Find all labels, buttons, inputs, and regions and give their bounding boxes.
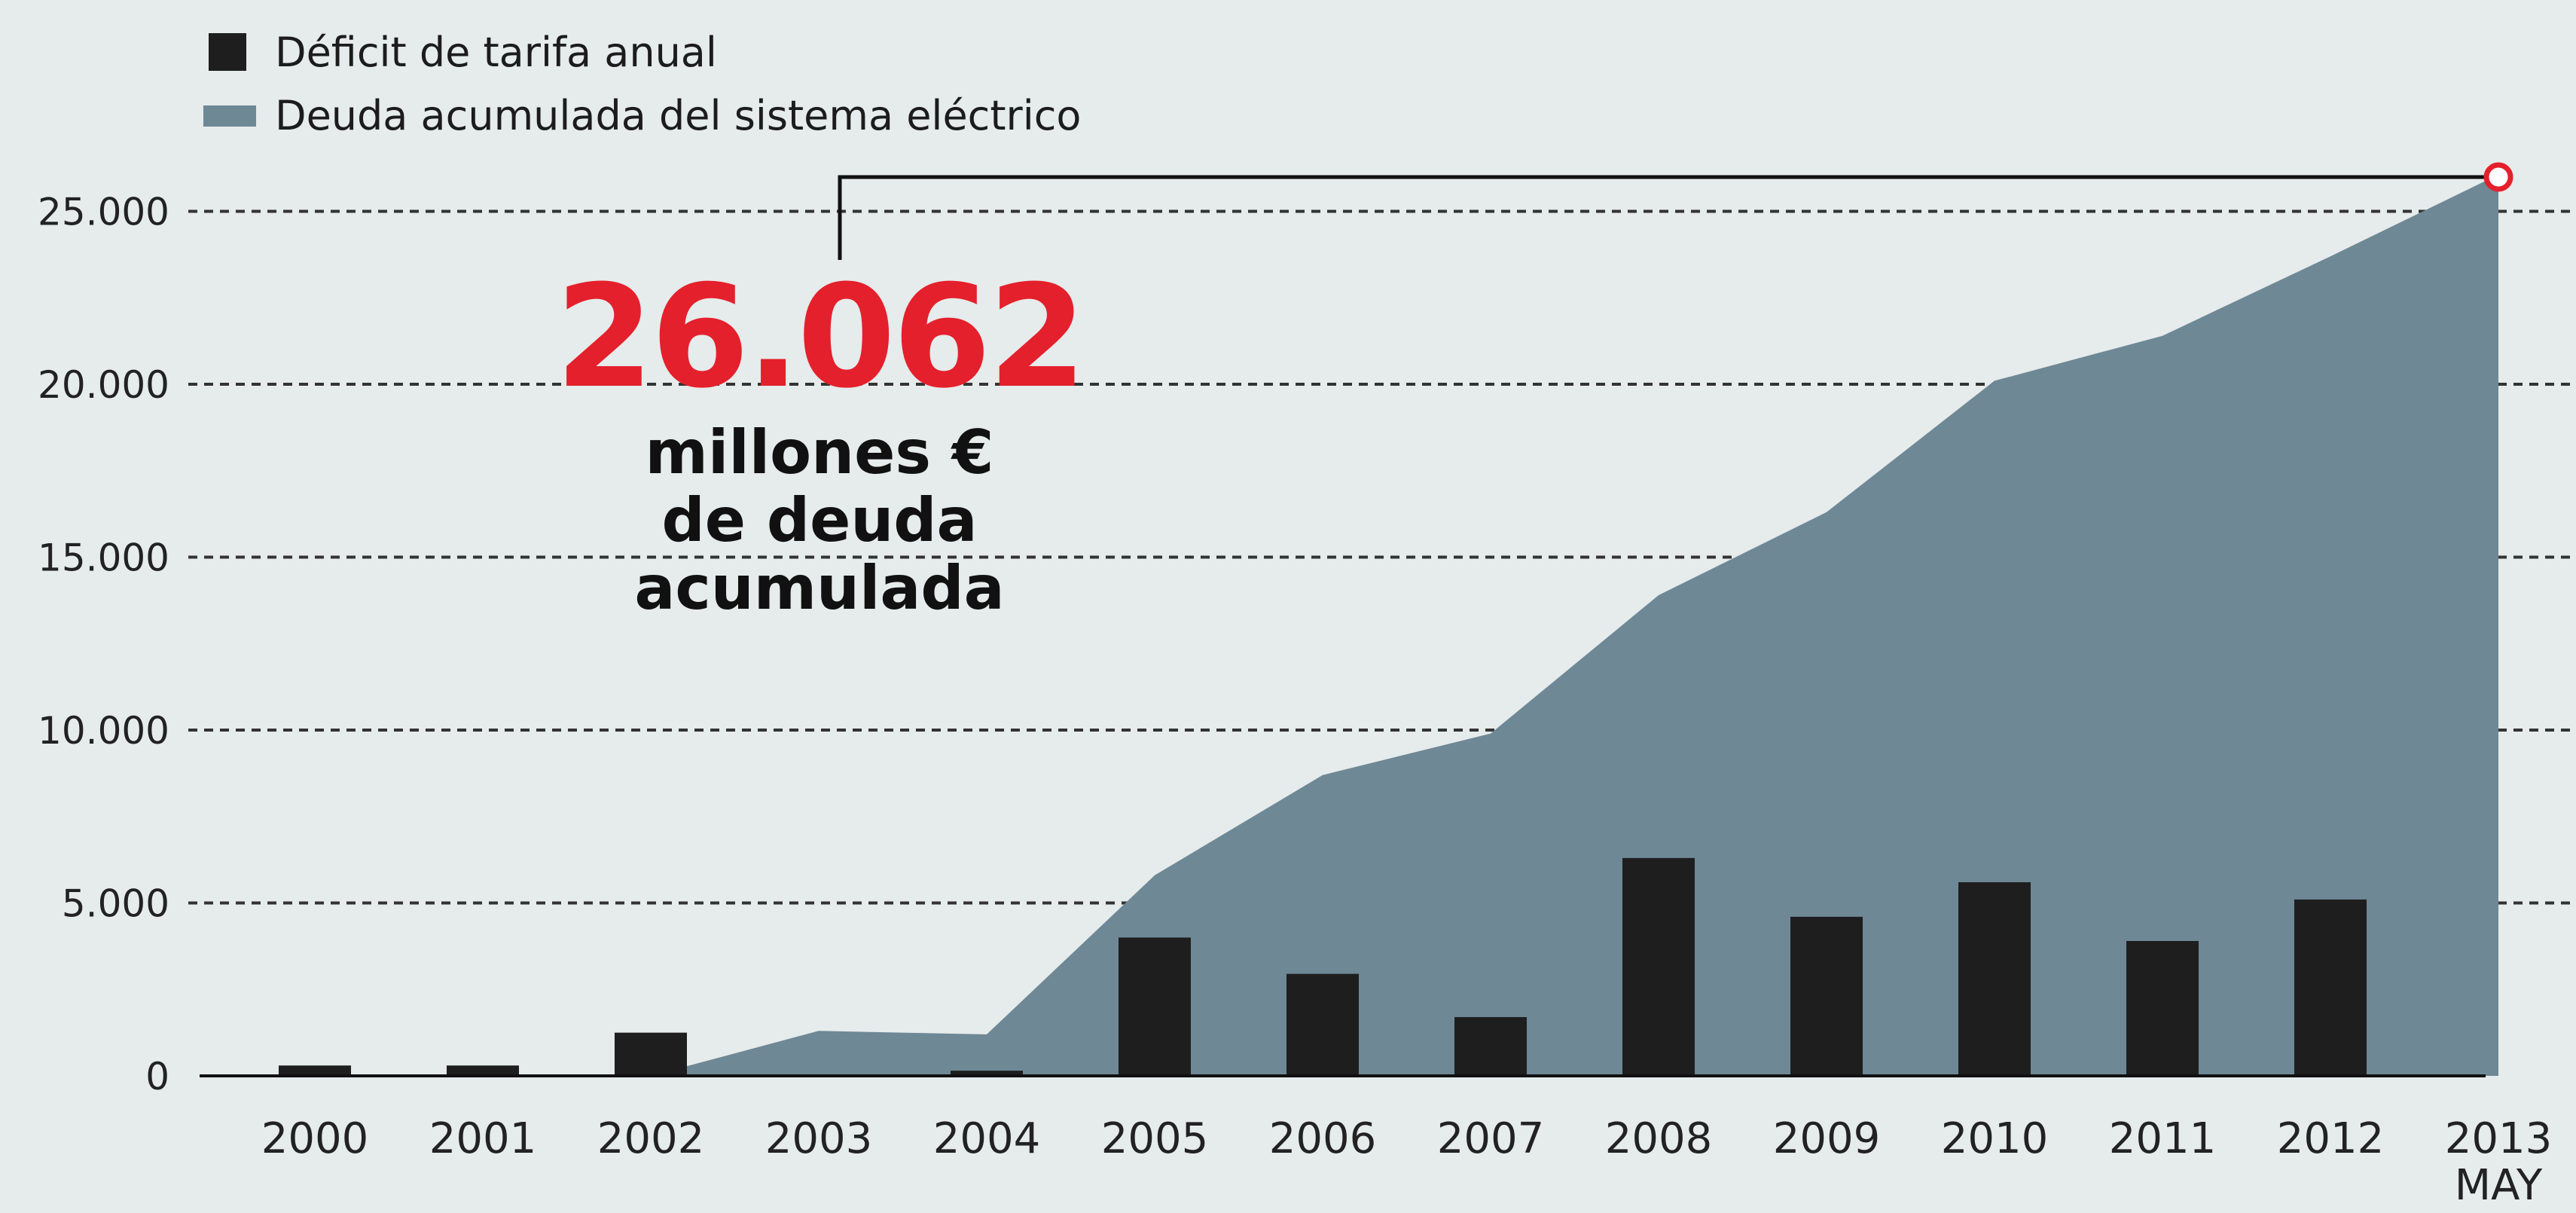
bar-deficit-2008 bbox=[1622, 857, 1695, 1076]
y-tick-label: 0 bbox=[145, 1055, 169, 1098]
area-series bbox=[651, 174, 2498, 1076]
x-tick-label: 2012 bbox=[2277, 1114, 2385, 1163]
x-tick-label: 2005 bbox=[1101, 1114, 1209, 1163]
annotation-connector bbox=[838, 175, 2485, 260]
bar-deficit-2010 bbox=[1958, 881, 2031, 1076]
area-point-2005 bbox=[1153, 874, 1156, 877]
bar-series bbox=[279, 857, 2367, 1076]
x-tick-label: 2013 bbox=[2445, 1114, 2553, 1163]
legend-label-deficit: Déficit de tarifa anual bbox=[275, 29, 717, 76]
annotation-marker bbox=[2483, 162, 2513, 192]
area-point-2007 bbox=[1489, 732, 1492, 735]
bar-deficit-2000 bbox=[279, 1065, 351, 1076]
headline-line-3: acumulada bbox=[634, 553, 1004, 623]
annotation bbox=[838, 162, 2513, 260]
area-point-2011 bbox=[2161, 335, 2164, 338]
legend: Déficit de tarifa anual Deuda acumulada … bbox=[203, 29, 1081, 139]
headline: 26.062 millones € de deuda acumulada bbox=[555, 255, 1086, 623]
headline-line-1: millones € bbox=[646, 417, 994, 487]
bar-deficit-2011 bbox=[2126, 940, 2199, 1076]
x-tick-label: 2004 bbox=[933, 1114, 1041, 1163]
y-tick-label: 15.000 bbox=[38, 536, 169, 580]
x-tick-label: 2009 bbox=[1773, 1114, 1881, 1163]
x-tick-label: 2000 bbox=[261, 1114, 369, 1163]
y-tick-label: 25.000 bbox=[38, 191, 169, 234]
area-point-2003 bbox=[817, 1029, 820, 1032]
area-point-2008 bbox=[1657, 594, 1660, 597]
area-point-2006 bbox=[1321, 774, 1324, 777]
headline-value: 26.062 bbox=[555, 255, 1083, 420]
x-tick-sublabel: MAY bbox=[2455, 1161, 2543, 1210]
x-tick-label: 2007 bbox=[1437, 1114, 1545, 1163]
x-tick-label: 2003 bbox=[765, 1114, 873, 1163]
area-point-2012 bbox=[2329, 255, 2332, 258]
y-tick-label: 5.000 bbox=[62, 882, 169, 926]
legend-swatch-debt bbox=[203, 105, 256, 127]
bar-deficit-2001 bbox=[447, 1065, 519, 1076]
legend-label-debt: Deuda acumulada del sistema eléctrico bbox=[275, 92, 1081, 139]
bar-deficit-2002 bbox=[615, 1032, 687, 1076]
area-debt-acumulada bbox=[651, 174, 2498, 1076]
x-tick-label: 2006 bbox=[1269, 1114, 1377, 1163]
legend-swatch-deficit bbox=[209, 33, 246, 71]
x-tick-label: 2002 bbox=[597, 1114, 705, 1163]
bar-deficit-2007 bbox=[1454, 1016, 1527, 1076]
bar-deficit-2009 bbox=[1790, 916, 1863, 1076]
x-tick-label: 2010 bbox=[1941, 1114, 2049, 1163]
x-tick-label: 2001 bbox=[429, 1114, 537, 1163]
axes: 0 5.000 10.000 15.000 20.000 25.000 2000 2001 20… bbox=[38, 191, 2552, 1211]
area-point-2010 bbox=[1993, 379, 1996, 382]
bar-deficit-2004 bbox=[951, 1071, 1023, 1076]
x-tick-label: 2008 bbox=[1605, 1114, 1713, 1163]
bar-deficit-2012 bbox=[2294, 899, 2367, 1076]
area-point-2009 bbox=[1825, 511, 1828, 514]
headline-line-2: de deuda bbox=[661, 485, 977, 555]
bar-deficit-2006 bbox=[1286, 973, 1359, 1076]
area-point-2004 bbox=[985, 1033, 988, 1036]
y-tick-label: 10.000 bbox=[38, 709, 169, 753]
bar-deficit-2005 bbox=[1119, 937, 1191, 1076]
x-tick-label: 2011 bbox=[2109, 1114, 2217, 1163]
y-tick-label: 20.000 bbox=[38, 363, 169, 407]
